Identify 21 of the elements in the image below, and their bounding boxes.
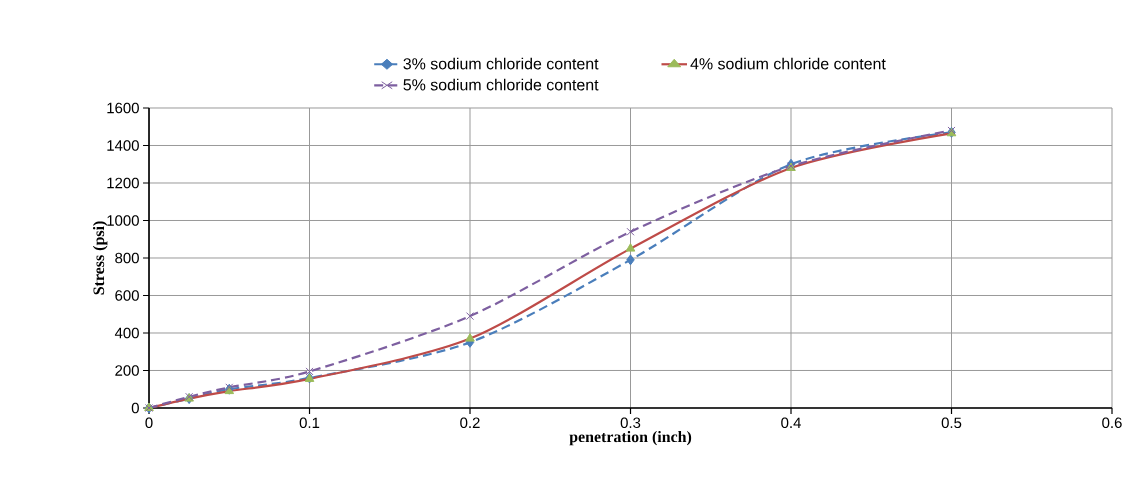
y-tick-label: 1000 [107, 215, 139, 226]
x-tick-label: 0 [145, 417, 153, 429]
y-tick-label: 600 [115, 290, 139, 301]
legend-label: 3% sodium chloride content [403, 57, 599, 70]
y-tick-label: 1400 [107, 140, 139, 151]
x-axis-title: penetration (inch) [569, 430, 692, 446]
legend-label: 4% sodium chloride content [690, 57, 886, 70]
x-tick-label: 0.1 [299, 417, 320, 429]
y-axis-title: Stress (psi) [92, 221, 108, 295]
y-tick-label: 400 [114, 327, 139, 339]
legend-label: 5% sodium chloride content [403, 78, 599, 91]
x-tick-label: 0.3 [620, 417, 641, 429]
y-tick-label: 200 [115, 365, 139, 376]
x-tick-label: 0.4 [781, 417, 801, 429]
x-tick-label: 0.6 [1102, 417, 1122, 429]
y-tick-label: 1600 [107, 102, 139, 114]
x-tick-label: 0.2 [460, 417, 480, 429]
y-tick-label: 800 [115, 252, 139, 264]
y-tick-label: 1200 [107, 177, 139, 189]
x-tick-label: 0.5 [941, 417, 962, 429]
y-tick-label: 0 [131, 402, 139, 414]
